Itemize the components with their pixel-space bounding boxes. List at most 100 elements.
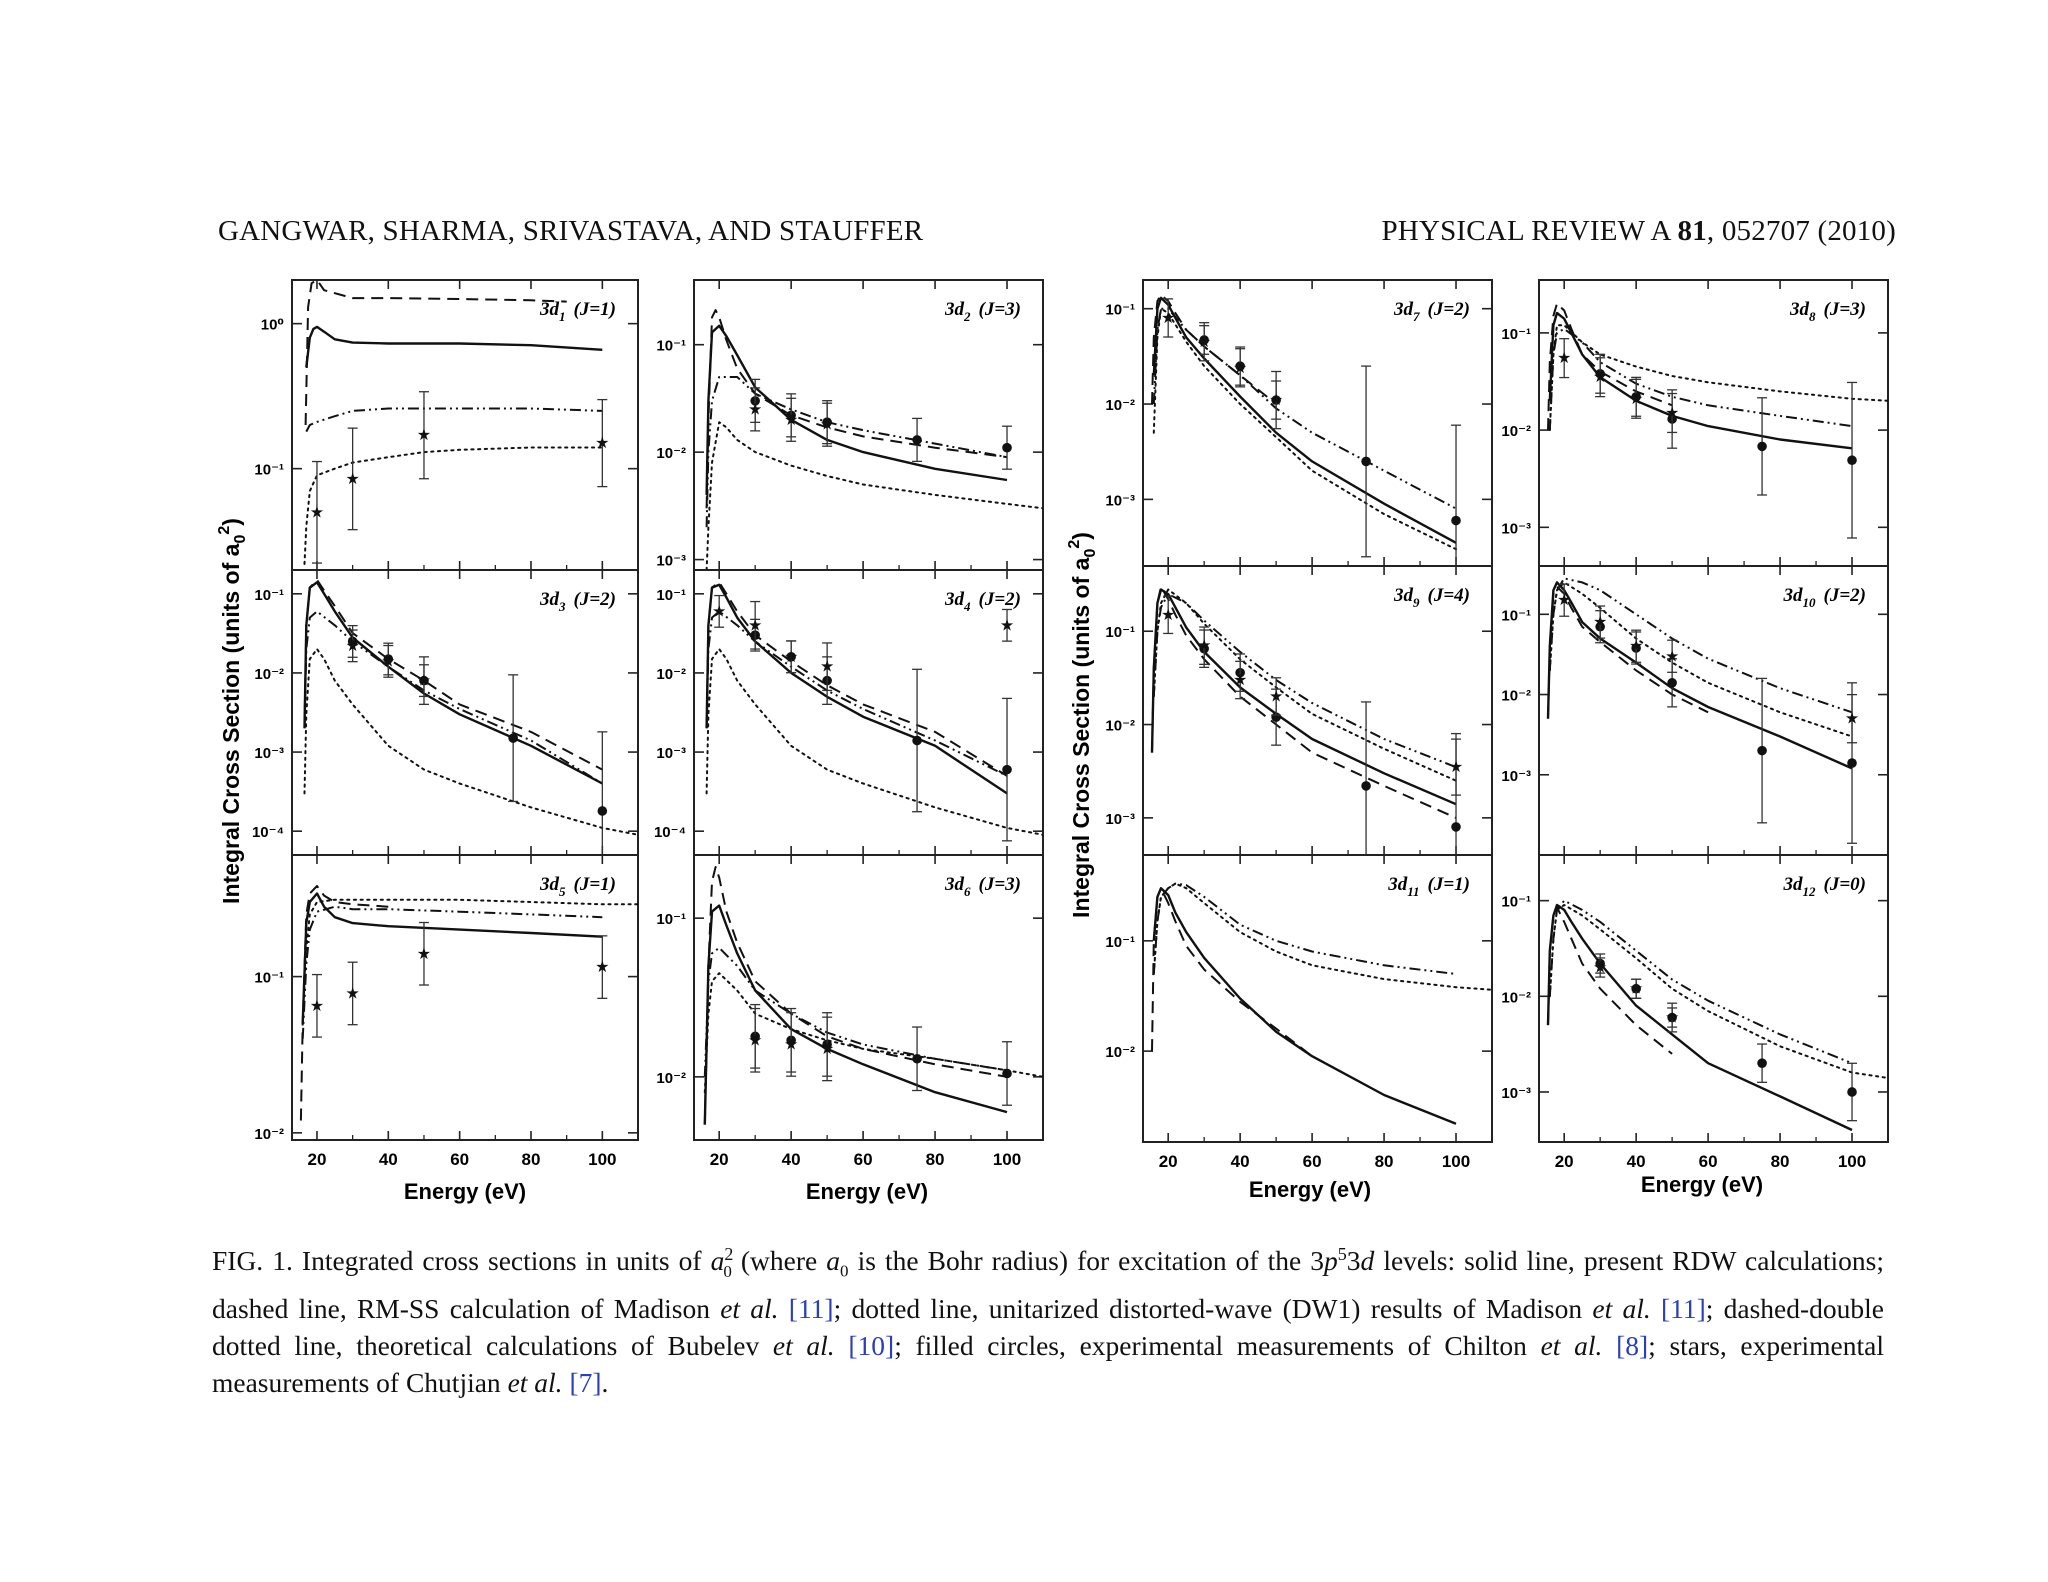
journal-volume: 81 — [1677, 215, 1707, 247]
series-solid — [1546, 581, 1853, 770]
panel-3d10: 10⁻¹ 10⁻² 10⁻³ 3d10 (J=2) ★ ★ ★ ★ ★ — [1501, 565, 1889, 856]
point-star: ★ — [784, 1036, 798, 1053]
series-dotted — [303, 446, 604, 565]
point-star: ★ — [417, 946, 431, 963]
series-dashed — [1547, 302, 1673, 431]
point-star: ★ — [1197, 638, 1211, 655]
point-star: ★ — [595, 435, 609, 452]
citation-link-7[interactable]: [7] — [569, 1366, 602, 1398]
citation-link-11b[interactable]: [11] — [1660, 1292, 1706, 1324]
panel-frame — [291, 854, 639, 1141]
citation-link-8[interactable]: [8] — [1616, 1329, 1649, 1361]
panel-label-sub: 9 — [1413, 595, 1420, 610]
point-filled-circle — [1757, 441, 1767, 452]
panel-label-j: (J=2) — [979, 589, 1021, 610]
point-star: ★ — [1593, 960, 1607, 977]
panel-label: 3d9 (J=4) — [1393, 585, 1470, 610]
panel-label-base: 3d — [539, 589, 560, 610]
panel-label-base: 3d — [1393, 585, 1414, 606]
point-star: ★ — [1161, 310, 1175, 327]
point-filled-circle — [1667, 678, 1677, 688]
point-star: ★ — [1629, 981, 1643, 998]
point-filled-circle — [1002, 1068, 1012, 1079]
y-tick-label: 10⁻² — [1105, 397, 1135, 414]
x-tick-label: 100 — [993, 1150, 1021, 1169]
panel-frame — [1142, 279, 1493, 567]
panel-label-base: 3d — [1789, 299, 1810, 320]
point-star: ★ — [748, 401, 762, 418]
point-filled-circle — [1451, 515, 1461, 526]
x-axis-title-1: Energy (eV) — [404, 1179, 526, 1204]
point-star: ★ — [1665, 1010, 1679, 1027]
point-star: ★ — [381, 653, 395, 670]
y-tick-label: 10⁻² — [1501, 688, 1531, 705]
citation-link-11a[interactable]: [11] — [788, 1292, 834, 1324]
point-filled-circle — [1847, 455, 1857, 466]
x-tick-label: 60 — [854, 1150, 873, 1169]
point-filled-circle — [912, 435, 922, 445]
x-tick-label: 60 — [450, 1150, 469, 1169]
panel-label-j: (J=3) — [979, 874, 1021, 895]
panel-3d3: 10⁻¹ 10⁻² 10⁻³ 10⁻⁴ 3d3 (J=2) ★ ★ ★ — [252, 569, 639, 856]
series-dashed — [705, 309, 1008, 509]
citation-link-10[interactable]: [10] — [848, 1329, 895, 1361]
point-star: ★ — [417, 427, 431, 444]
y-axis-title-right: Integral Cross Section (units of a02) — [1066, 532, 1099, 918]
series-dashed — [304, 280, 567, 426]
panel-label-j: (J=3) — [979, 299, 1021, 320]
series-dashed — [303, 578, 603, 771]
point-star: ★ — [1233, 672, 1247, 689]
panel-label: 3d12 (J=0) — [1783, 874, 1866, 899]
panel-label-j: (J=0) — [1824, 874, 1866, 895]
panel-label: 3d6 (J=3) — [944, 874, 1021, 899]
series-solid — [305, 325, 603, 368]
curves — [299, 885, 638, 1121]
panel-label: 3d4 (J=2) — [944, 589, 1021, 614]
panel-frame — [1538, 854, 1889, 1143]
panel-label-base: 3d — [944, 299, 965, 320]
panel-label-sub: 10 — [1803, 595, 1817, 610]
panel-label: 3d7 (J=2) — [1393, 299, 1470, 324]
y-axis-title-left: Integral Cross Section (units of a02) — [216, 518, 249, 904]
point-filled-circle — [1361, 456, 1371, 467]
x-tick-label: 80 — [1771, 1152, 1790, 1171]
curves — [1151, 882, 1492, 1125]
point-star: ★ — [784, 649, 798, 666]
series-dash-double-dot — [1548, 327, 1853, 431]
series-dotted — [703, 972, 1043, 1094]
series-dotted — [301, 898, 638, 1025]
panel-3d1: 10⁰ 10⁻¹ 3d1 (J=1) ★ ★ ★ ★ — [254, 279, 639, 571]
y-tick-label: 10⁻³ — [1501, 1085, 1531, 1102]
point-star: ★ — [1629, 638, 1643, 655]
point-star: ★ — [820, 659, 834, 676]
panel-label-j: (J=3) — [1824, 299, 1866, 320]
point-star: ★ — [1665, 648, 1679, 665]
point-star: ★ — [1593, 369, 1607, 386]
panel-label-sub: 12 — [1803, 884, 1817, 899]
series-solid — [301, 892, 603, 1024]
y-tick-label: 10⁻¹ — [1105, 302, 1135, 319]
point-star: ★ — [820, 1041, 834, 1058]
series-dash-double-dot — [301, 905, 603, 1039]
series-solid — [1150, 588, 1457, 806]
point-star: ★ — [1557, 592, 1571, 609]
y-tick-label: 10⁻⁴ — [654, 824, 686, 841]
curves — [1546, 899, 1888, 1132]
y-tick-label: 10⁻¹ — [1105, 934, 1135, 951]
y-tick-label: 10⁻² — [1501, 989, 1531, 1006]
x-tick-label: 40 — [379, 1150, 398, 1169]
panel-3d7: 10⁻¹ 10⁻² 10⁻³ 3d7 (J=2) ★ ★ ★ ★ — [1105, 279, 1493, 567]
point-star: ★ — [345, 985, 359, 1002]
panel-label-sub: 8 — [1809, 309, 1816, 324]
panel-label-base: 3d — [944, 589, 965, 610]
panel-frame — [1142, 854, 1493, 1143]
x-tick-label: 20 — [710, 1150, 729, 1169]
panel-3d2: 10⁻¹ 10⁻² 10⁻³ 3d2 (J=3) ★ ★ ★ — [656, 279, 1044, 571]
series-dotted — [705, 421, 1043, 570]
panel-label: 3d1 (J=1) — [539, 299, 616, 324]
figure-caption: FIG. 1. Integrated cross sections in uni… — [212, 1244, 1884, 1398]
panel-label-j: (J=2) — [1428, 299, 1470, 320]
journal-article: , 052707 (2010) — [1706, 215, 1896, 247]
running-head-authors: GANGWAR, SHARMA, SRIVASTAVA, AND STAUFFE… — [218, 215, 924, 247]
y-tick-label: 10⁻¹ — [254, 970, 284, 987]
